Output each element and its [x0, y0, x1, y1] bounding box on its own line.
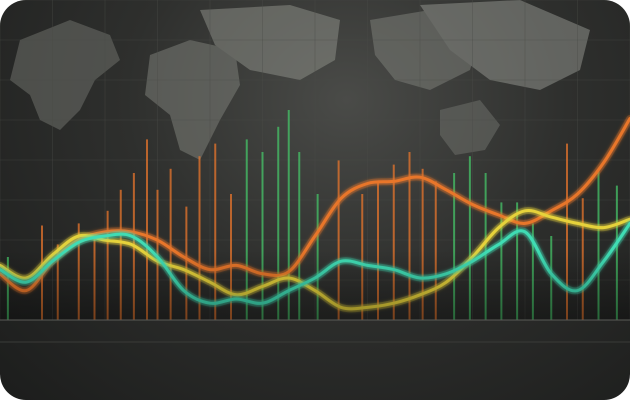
map-continent-australia — [440, 100, 500, 155]
map-continent-asia — [200, 5, 340, 80]
bar-spike — [337, 160, 340, 320]
map-continent-far-east — [420, 0, 590, 90]
bar-spike — [146, 139, 148, 320]
bar-spike — [298, 152, 301, 320]
bar-spike — [453, 173, 456, 320]
series-line — [0, 116, 630, 293]
bar-spike — [214, 143, 217, 320]
bar-spike — [198, 156, 201, 320]
bar-spike — [392, 164, 395, 320]
bar-spike — [287, 110, 290, 320]
map-continent-europe-africa — [145, 40, 240, 160]
bar-spike — [597, 168, 600, 320]
map-continent-americas — [10, 20, 120, 130]
chart-base-shadow — [0, 250, 630, 320]
bar-spike — [408, 152, 411, 320]
bar-spike — [484, 173, 487, 320]
bar-spike — [277, 126, 280, 320]
bar-spike — [245, 139, 248, 320]
bar-spike — [468, 156, 471, 320]
bar-spike — [169, 168, 172, 320]
bar-spike — [261, 152, 264, 320]
world-map-background — [10, 0, 590, 160]
bar-spike — [421, 168, 424, 320]
bar-spike — [566, 143, 568, 320]
